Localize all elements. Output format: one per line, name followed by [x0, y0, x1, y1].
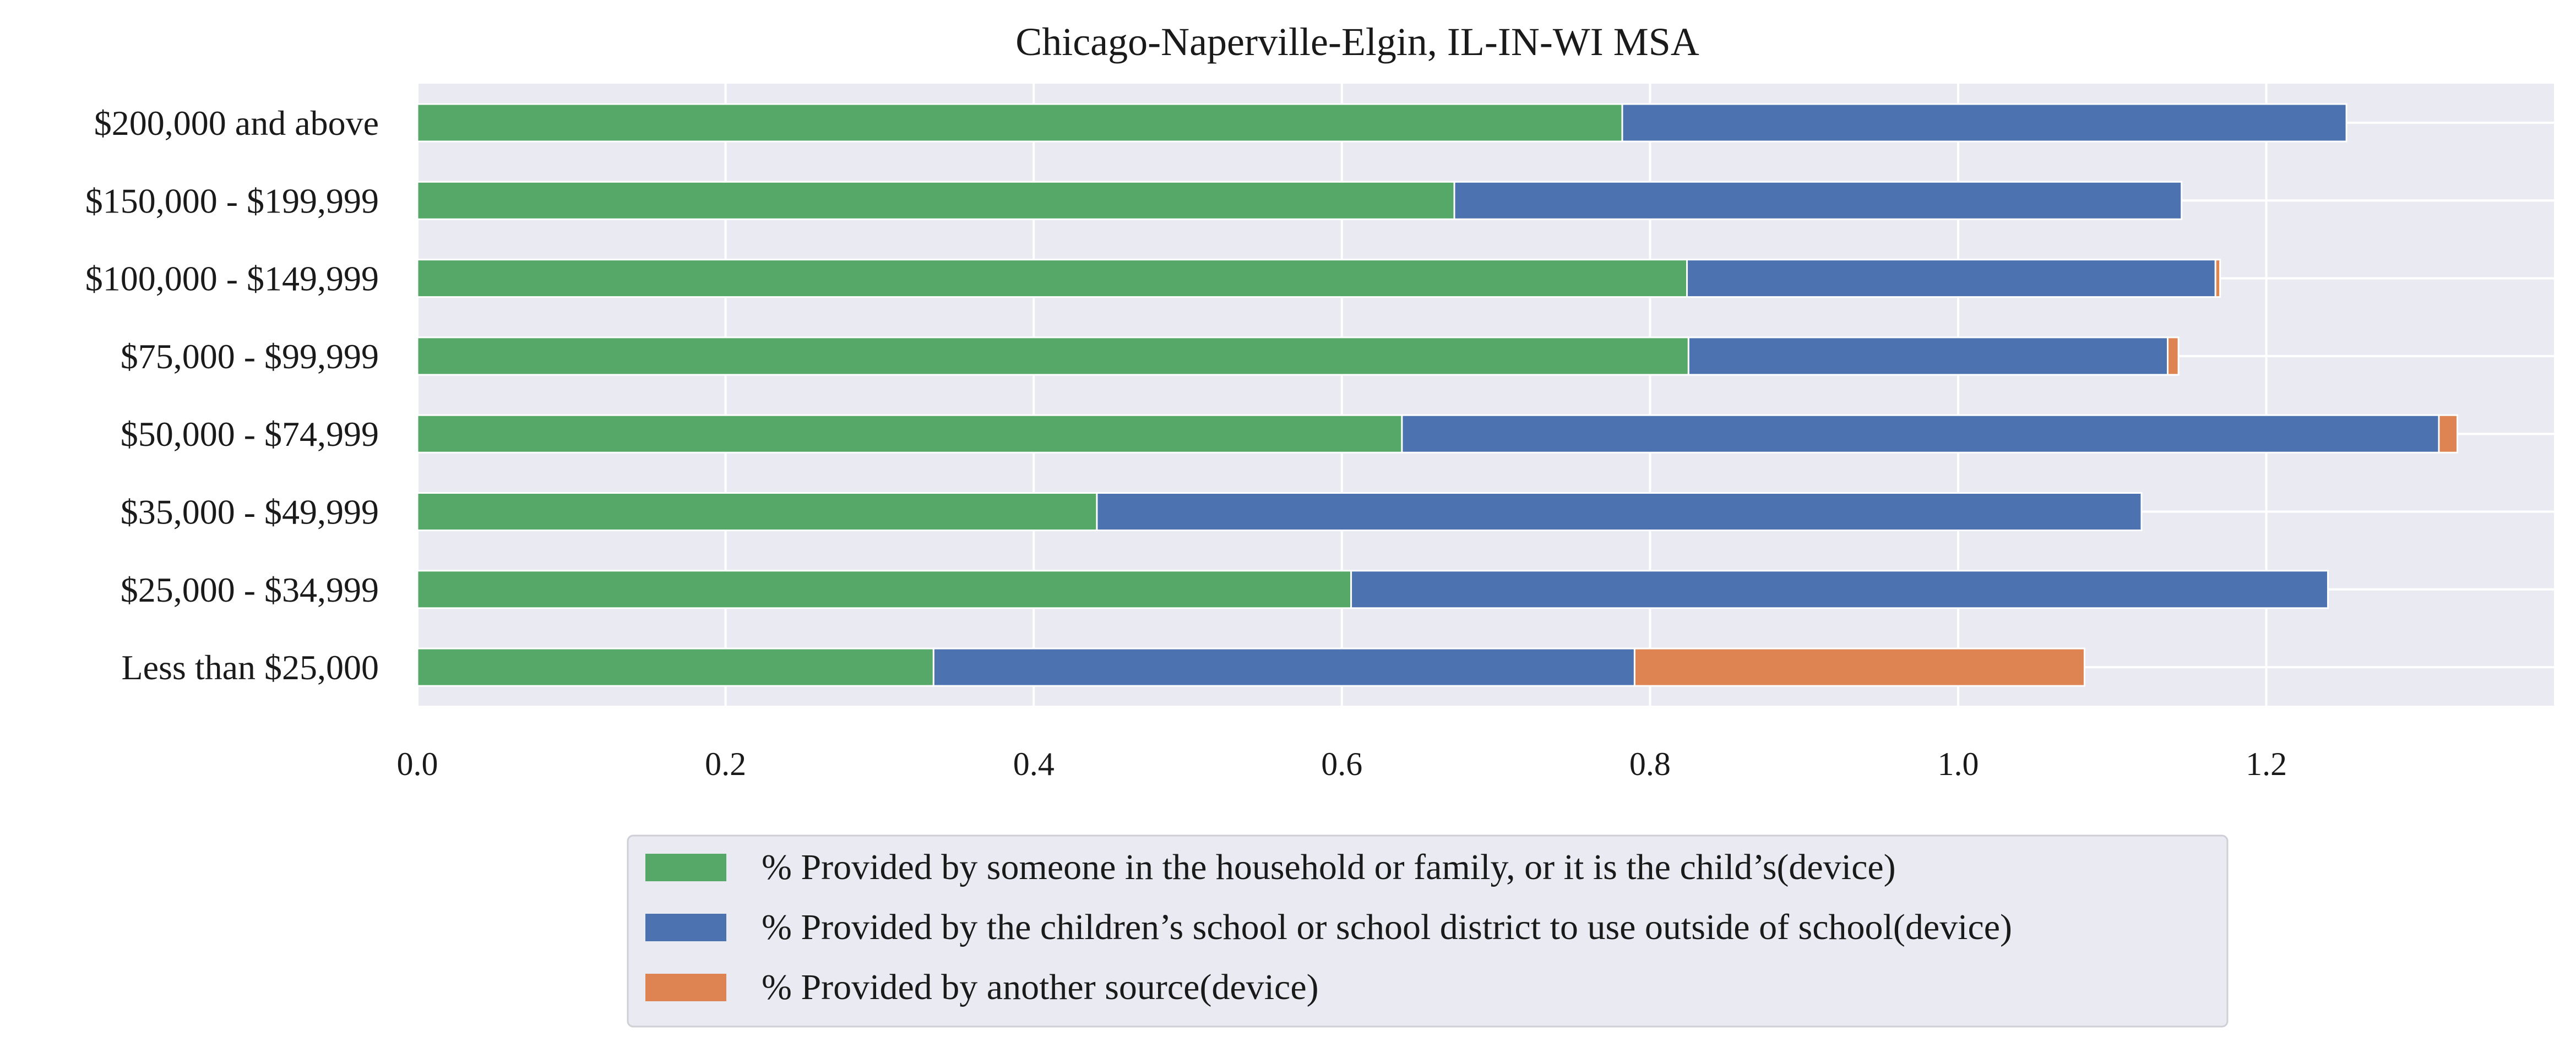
bar-segment — [1633, 647, 2085, 687]
legend-label: % Provided by someone in the household o… — [762, 847, 1896, 887]
y-tick-label: $100,000 - $149,999 — [85, 259, 379, 298]
x-tick-label: 0.6 — [1321, 746, 1362, 782]
x-tick-label: 0.4 — [1013, 746, 1055, 782]
bar-segment — [1401, 414, 2440, 454]
legend-swatch — [645, 974, 726, 1001]
legend-label: % Provided by another source(device) — [762, 967, 1319, 1007]
bar-segment — [1096, 492, 2143, 531]
x-tick-label: 0.8 — [1629, 746, 1671, 782]
bar-segment — [2214, 259, 2221, 298]
y-tick-label: $150,000 - $199,999 — [85, 181, 379, 220]
bar-segment — [416, 647, 934, 687]
x-tick-label: 1.0 — [1938, 746, 1979, 782]
bar-segment — [416, 414, 1403, 454]
y-tick-labels: $200,000 and above $150,000 - $199,999 $10… — [85, 103, 379, 687]
legend-swatch — [645, 854, 726, 881]
bar-segment — [416, 492, 1098, 531]
legend-box — [627, 834, 2229, 1028]
bar-segment — [1350, 570, 2329, 609]
y-tick-label: $75,000 - $99,999 — [121, 337, 379, 376]
legend-label: % Provided by the children’s school or s… — [762, 907, 2012, 947]
y-tick-label: $50,000 - $74,999 — [121, 414, 379, 454]
legend-swatch — [645, 914, 726, 941]
bar-segment — [1687, 336, 2169, 376]
bar-segment — [2167, 336, 2180, 376]
bar-segment — [1686, 259, 2216, 298]
x-tick-label: 0.2 — [705, 746, 746, 782]
bar-segment — [416, 181, 1455, 220]
bars — [416, 103, 2459, 687]
y-tick-label: Less than $25,000 — [122, 648, 379, 687]
x-tick-label: 1.2 — [2246, 746, 2287, 782]
x-tick-label: 0.0 — [397, 746, 438, 782]
chart-title: Chicago-Naperville-Elgin, IL-IN-WI MSA — [1015, 20, 1699, 64]
plot-area — [417, 84, 2554, 706]
x-tick-labels: 0.0 0.2 0.4 0.6 0.8 1.0 1.2 — [397, 746, 2287, 782]
bar-segment — [416, 103, 1623, 143]
bar-segment — [416, 570, 1352, 609]
bar-segment — [2438, 414, 2459, 454]
y-tick-label: $200,000 and above — [94, 103, 379, 143]
legend: % Provided by someone in the household o… — [627, 834, 2229, 1028]
y-tick-label: $25,000 - $34,999 — [121, 570, 379, 609]
bar-segment — [1453, 181, 2183, 220]
bar-segment — [932, 647, 1635, 687]
bar-segment — [416, 259, 1688, 298]
bar-segment — [416, 336, 1689, 376]
bar-segment — [1621, 103, 2347, 143]
y-tick-label: $35,000 - $49,999 — [121, 493, 379, 532]
